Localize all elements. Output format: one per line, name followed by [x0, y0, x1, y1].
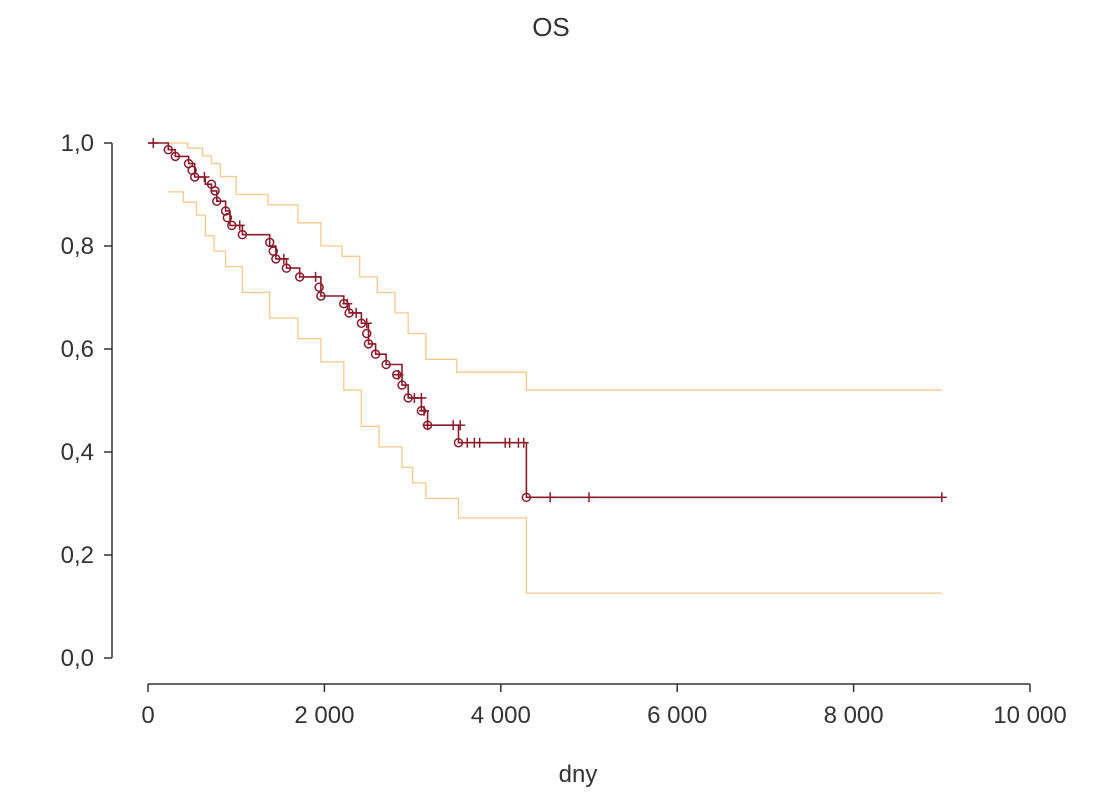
chart-title: OS	[532, 12, 570, 42]
event-marker	[521, 492, 532, 503]
censor-marker	[455, 420, 466, 431]
x-tick-label: 2 000	[294, 702, 354, 729]
event-marker	[163, 144, 174, 155]
x-axis-title: dny	[559, 761, 598, 788]
censor-marker	[361, 318, 372, 329]
censor-marker	[422, 420, 433, 431]
censor-marker	[545, 492, 556, 503]
event-marker	[363, 339, 374, 349]
marker-layer	[148, 138, 947, 503]
ci-upper-curve	[168, 142, 942, 391]
event-marker	[210, 186, 220, 196]
censor-marker	[234, 220, 245, 231]
censor-marker	[474, 437, 485, 448]
censor-marker	[504, 437, 515, 448]
censor-marker	[199, 171, 210, 182]
censor-marker	[393, 369, 404, 380]
ci-lower-curve	[168, 191, 942, 594]
censor-marker	[416, 392, 427, 403]
y-tick-label: 0,6	[61, 336, 94, 363]
event-marker	[264, 237, 275, 248]
axes: 0,0 0,2 0,4 0,6 0,8 1,0 0 2 000 4 000 6 000 8 000 1…	[61, 130, 1067, 729]
survival-curve-layer	[148, 142, 942, 499]
censor-marker	[419, 405, 430, 416]
y-tick-label: 0,4	[61, 439, 94, 466]
censor-marker	[584, 492, 594, 503]
event-marker	[361, 328, 372, 339]
censor-marker	[351, 307, 362, 318]
x-tick-label: 6 000	[647, 702, 707, 729]
event-marker	[314, 282, 324, 292]
censor-marker	[310, 271, 321, 282]
survival-curve	[148, 142, 942, 499]
x-tick-label: 8 000	[824, 702, 884, 729]
censor-marker	[278, 253, 289, 264]
confidence-bands	[168, 142, 942, 594]
event-marker	[222, 212, 233, 223]
event-marker	[370, 349, 381, 359]
y-tick-label: 0,8	[61, 233, 94, 260]
y-tick-label: 1,0	[61, 130, 94, 157]
event-marker	[189, 172, 200, 182]
event-marker	[237, 229, 248, 240]
censor-marker	[936, 492, 947, 503]
y-tick-label: 0,2	[61, 542, 94, 569]
event-marker	[381, 359, 391, 370]
censor-marker	[148, 138, 159, 148]
censor-marker	[518, 437, 529, 448]
event-marker	[316, 291, 326, 301]
x-tick-label: 4 000	[471, 702, 531, 729]
x-tick-label: 10 000	[993, 702, 1066, 729]
censor-marker	[342, 298, 353, 309]
event-marker	[212, 196, 222, 206]
event-marker	[220, 206, 231, 216]
x-tick-label: 0	[141, 702, 154, 729]
event-marker	[281, 263, 292, 273]
event-marker	[170, 151, 181, 162]
event-marker	[294, 272, 305, 282]
event-marker	[397, 380, 407, 390]
y-tick-label: 0,0	[61, 645, 94, 672]
